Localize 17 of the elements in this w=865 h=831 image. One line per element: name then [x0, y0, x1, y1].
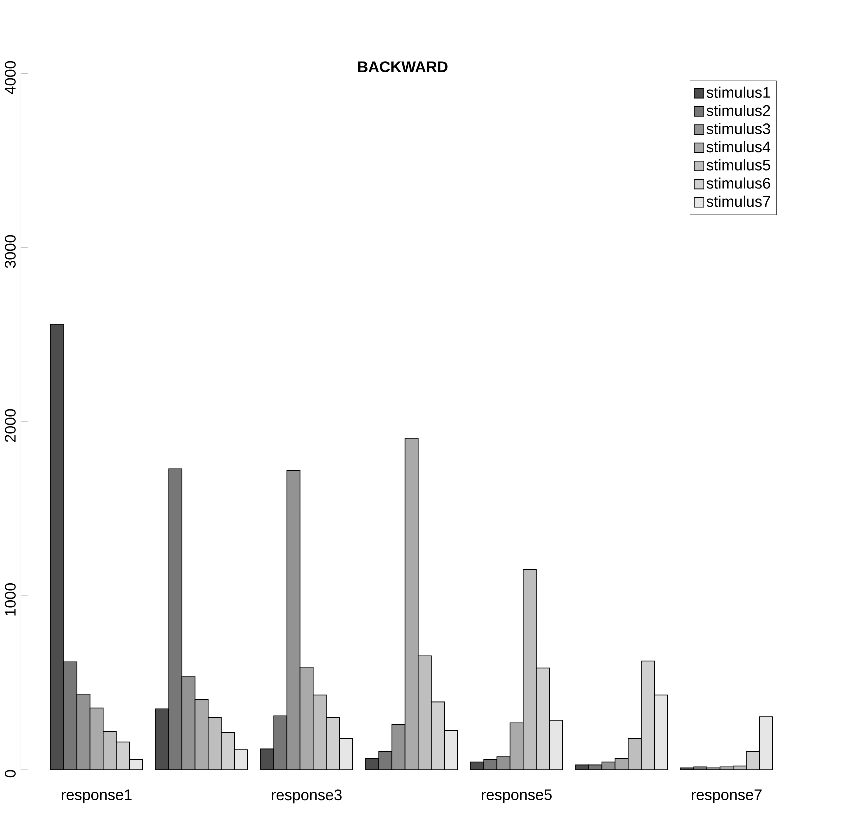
legend-label: stimulus2: [706, 105, 770, 116]
y-tick-label: 2000: [5, 410, 16, 442]
legend-label: stimulus4: [706, 142, 771, 153]
y-tick-label: 0: [5, 770, 16, 778]
x-tick-label: response3: [272, 790, 342, 804]
y-tick-label: 4000: [5, 62, 16, 95]
legend-label: stimulus3: [706, 123, 770, 135]
legend-label: stimulus6: [706, 178, 770, 190]
chart-title: BACKWARD: [358, 62, 448, 73]
y-tick-label: 3000: [5, 236, 16, 268]
x-tick-label: response7: [692, 790, 762, 804]
y-tick-label: 1000: [5, 584, 16, 616]
legend-label: stimulus7: [706, 196, 770, 208]
x-tick-label: response1: [62, 790, 132, 804]
legend-label: stimulus5: [706, 160, 770, 171]
x-tick-label: response5: [482, 790, 552, 804]
legend-label: stimulus1: [706, 87, 770, 98]
